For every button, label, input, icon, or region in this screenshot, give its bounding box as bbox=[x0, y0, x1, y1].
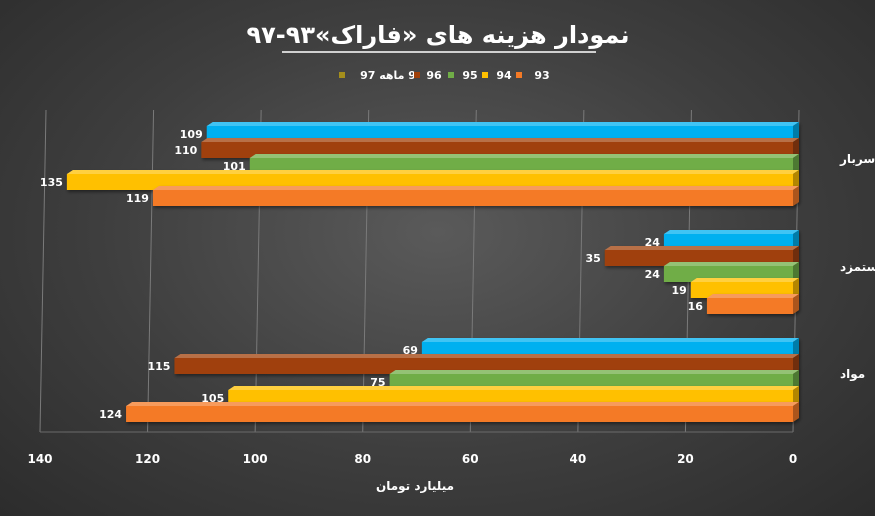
legend: 9 ماهه 97 96 95 94 93 bbox=[339, 69, 550, 82]
data-label: 110 bbox=[174, 144, 197, 157]
bar-side-face bbox=[793, 354, 799, 374]
x-tick-label: 60 bbox=[462, 452, 479, 466]
bar-top-face bbox=[690, 278, 799, 282]
data-label: 24 bbox=[645, 268, 661, 281]
legend-label: 96 bbox=[426, 69, 442, 82]
data-label: 101 bbox=[223, 160, 246, 173]
category-label: سربار bbox=[839, 152, 875, 166]
legend-swatch bbox=[339, 72, 345, 78]
data-label: 119 bbox=[126, 192, 149, 205]
bar-top-face bbox=[66, 170, 799, 174]
data-label: 109 bbox=[180, 128, 203, 141]
bar bbox=[152, 186, 799, 206]
chart-title: نمودار هزینه های «فاراک»۹۳-۹۷ bbox=[246, 21, 629, 49]
legend-swatch bbox=[448, 72, 454, 78]
bar-side-face bbox=[793, 122, 799, 142]
x-axis-label: میلیارد تومان bbox=[376, 479, 454, 494]
bar-top-face bbox=[663, 230, 799, 234]
data-label: 124 bbox=[99, 408, 122, 421]
bar-top-face bbox=[201, 138, 799, 142]
x-tick-label: 100 bbox=[243, 452, 268, 466]
bar-top-face bbox=[206, 122, 799, 126]
data-label: 115 bbox=[147, 360, 170, 373]
bar-front-face bbox=[126, 406, 794, 422]
bar-top-face bbox=[174, 354, 799, 358]
bar-top-face bbox=[228, 386, 799, 390]
bar-top-face bbox=[663, 262, 799, 266]
bar-front-face bbox=[152, 190, 793, 206]
gridline bbox=[147, 109, 155, 433]
category-labels: سربار دستمزد مواد bbox=[839, 152, 875, 382]
bar-top-face bbox=[126, 402, 800, 406]
legend-swatch bbox=[414, 72, 420, 78]
category-label: مواد bbox=[840, 367, 865, 382]
bar-side-face bbox=[793, 338, 799, 358]
legend-label: 95 bbox=[462, 69, 477, 82]
bar-top-face bbox=[421, 338, 799, 342]
legend-swatch bbox=[516, 72, 522, 78]
bar-top-face bbox=[706, 294, 799, 298]
bars bbox=[66, 122, 800, 422]
data-label: 75 bbox=[370, 376, 385, 389]
bar-front-face bbox=[706, 298, 793, 314]
bar bbox=[126, 402, 800, 422]
x-tick-labels: 0 20 40 60 80 100 120 140 bbox=[27, 452, 797, 466]
legend-label: 94 bbox=[496, 69, 512, 82]
legend-swatch bbox=[482, 72, 488, 78]
bar-side-face bbox=[793, 186, 799, 206]
bar-side-face bbox=[793, 170, 799, 190]
bar-side-face bbox=[793, 154, 799, 174]
bar-side-face bbox=[793, 294, 799, 314]
bar-top-face bbox=[604, 246, 799, 250]
x-tick-label: 40 bbox=[570, 452, 587, 466]
legend-label: 9 ماهه 97 bbox=[360, 69, 416, 82]
data-label: 16 bbox=[688, 300, 704, 313]
bar bbox=[604, 246, 799, 266]
bar bbox=[706, 294, 799, 314]
data-label: 19 bbox=[671, 284, 686, 297]
bar-side-face bbox=[793, 386, 799, 406]
category-label: دستمزد bbox=[840, 260, 875, 274]
x-tick-label: 0 bbox=[789, 452, 797, 466]
x-tick-label: 20 bbox=[677, 452, 694, 466]
bar-top-face bbox=[249, 154, 799, 158]
data-label: 105 bbox=[201, 392, 224, 405]
legend-label: 93 bbox=[534, 69, 549, 82]
bar-side-face bbox=[793, 138, 799, 158]
gridline bbox=[39, 109, 47, 433]
data-label: 35 bbox=[585, 252, 600, 265]
bar-side-face bbox=[793, 246, 799, 266]
bar-top-face bbox=[389, 370, 799, 374]
bar-side-face bbox=[793, 262, 799, 282]
bar-side-face bbox=[793, 370, 799, 390]
x-tick-label: 140 bbox=[27, 452, 52, 466]
data-label: 69 bbox=[403, 344, 418, 357]
data-label: 24 bbox=[645, 236, 661, 249]
bar-side-face bbox=[793, 278, 799, 298]
bar-side-face bbox=[793, 402, 799, 422]
x-tick-label: 120 bbox=[135, 452, 160, 466]
x-tick-label: 80 bbox=[354, 452, 371, 466]
bar-top-face bbox=[152, 186, 799, 190]
bar-side-face bbox=[793, 230, 799, 250]
data-label: 135 bbox=[40, 176, 63, 189]
